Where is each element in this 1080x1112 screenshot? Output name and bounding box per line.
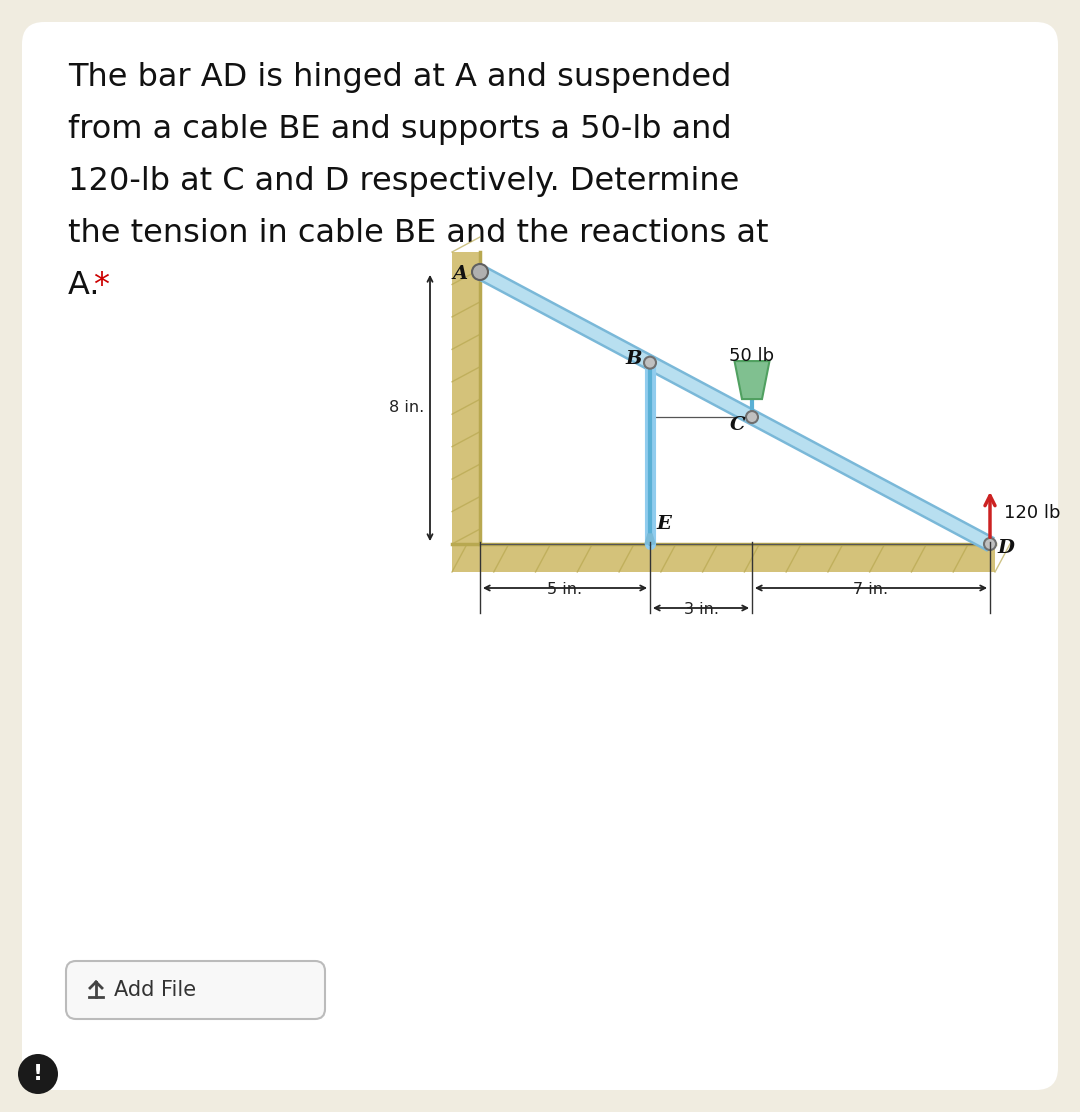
Bar <box>453 544 995 572</box>
Text: from a cable BE and supports a 50-lb and: from a cable BE and supports a 50-lb and <box>68 115 731 145</box>
Text: 7 in.: 7 in. <box>853 582 889 597</box>
Text: the tension in cable BE and the reactions at: the tension in cable BE and the reaction… <box>68 218 769 249</box>
Text: E: E <box>657 515 672 533</box>
Bar <box>453 252 480 544</box>
Text: A.: A. <box>68 270 110 301</box>
FancyBboxPatch shape <box>22 22 1058 1090</box>
Circle shape <box>644 357 656 369</box>
FancyBboxPatch shape <box>66 961 325 1019</box>
Text: A: A <box>453 265 468 282</box>
Text: B: B <box>625 349 643 368</box>
Text: !: ! <box>32 1064 43 1084</box>
Text: 8 in.: 8 in. <box>389 400 424 416</box>
Text: 120-lb at C and D respectively. Determine: 120-lb at C and D respectively. Determin… <box>68 166 740 197</box>
Text: C: C <box>730 416 746 434</box>
Text: 120 lb: 120 lb <box>1004 504 1061 522</box>
Circle shape <box>984 538 996 550</box>
Text: D: D <box>998 539 1014 557</box>
Text: Add File: Add File <box>114 980 197 1000</box>
Text: 50 lb: 50 lb <box>729 347 774 365</box>
Text: The bar AD is hinged at A and suspended: The bar AD is hinged at A and suspended <box>68 62 731 93</box>
Polygon shape <box>645 534 654 544</box>
Circle shape <box>18 1054 58 1094</box>
Polygon shape <box>734 361 769 399</box>
Text: 5 in.: 5 in. <box>548 582 582 597</box>
Text: 3 in.: 3 in. <box>684 602 718 617</box>
Text: *: * <box>93 270 109 301</box>
Circle shape <box>746 411 758 423</box>
Circle shape <box>472 264 488 280</box>
Polygon shape <box>476 266 994 550</box>
